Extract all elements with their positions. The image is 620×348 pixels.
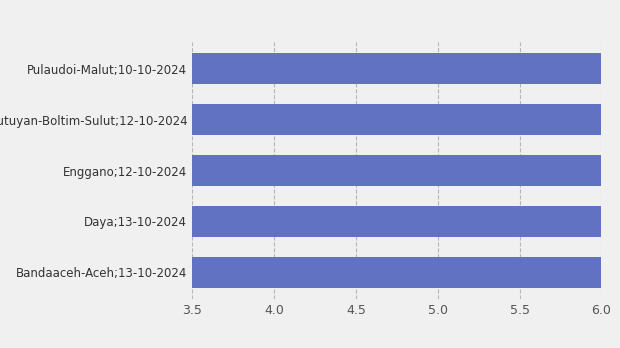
Bar (192, 155, 620, 186)
Bar (192, 54, 620, 84)
Bar (192, 104, 620, 135)
Bar (192, 206, 620, 237)
Bar (192, 257, 620, 287)
